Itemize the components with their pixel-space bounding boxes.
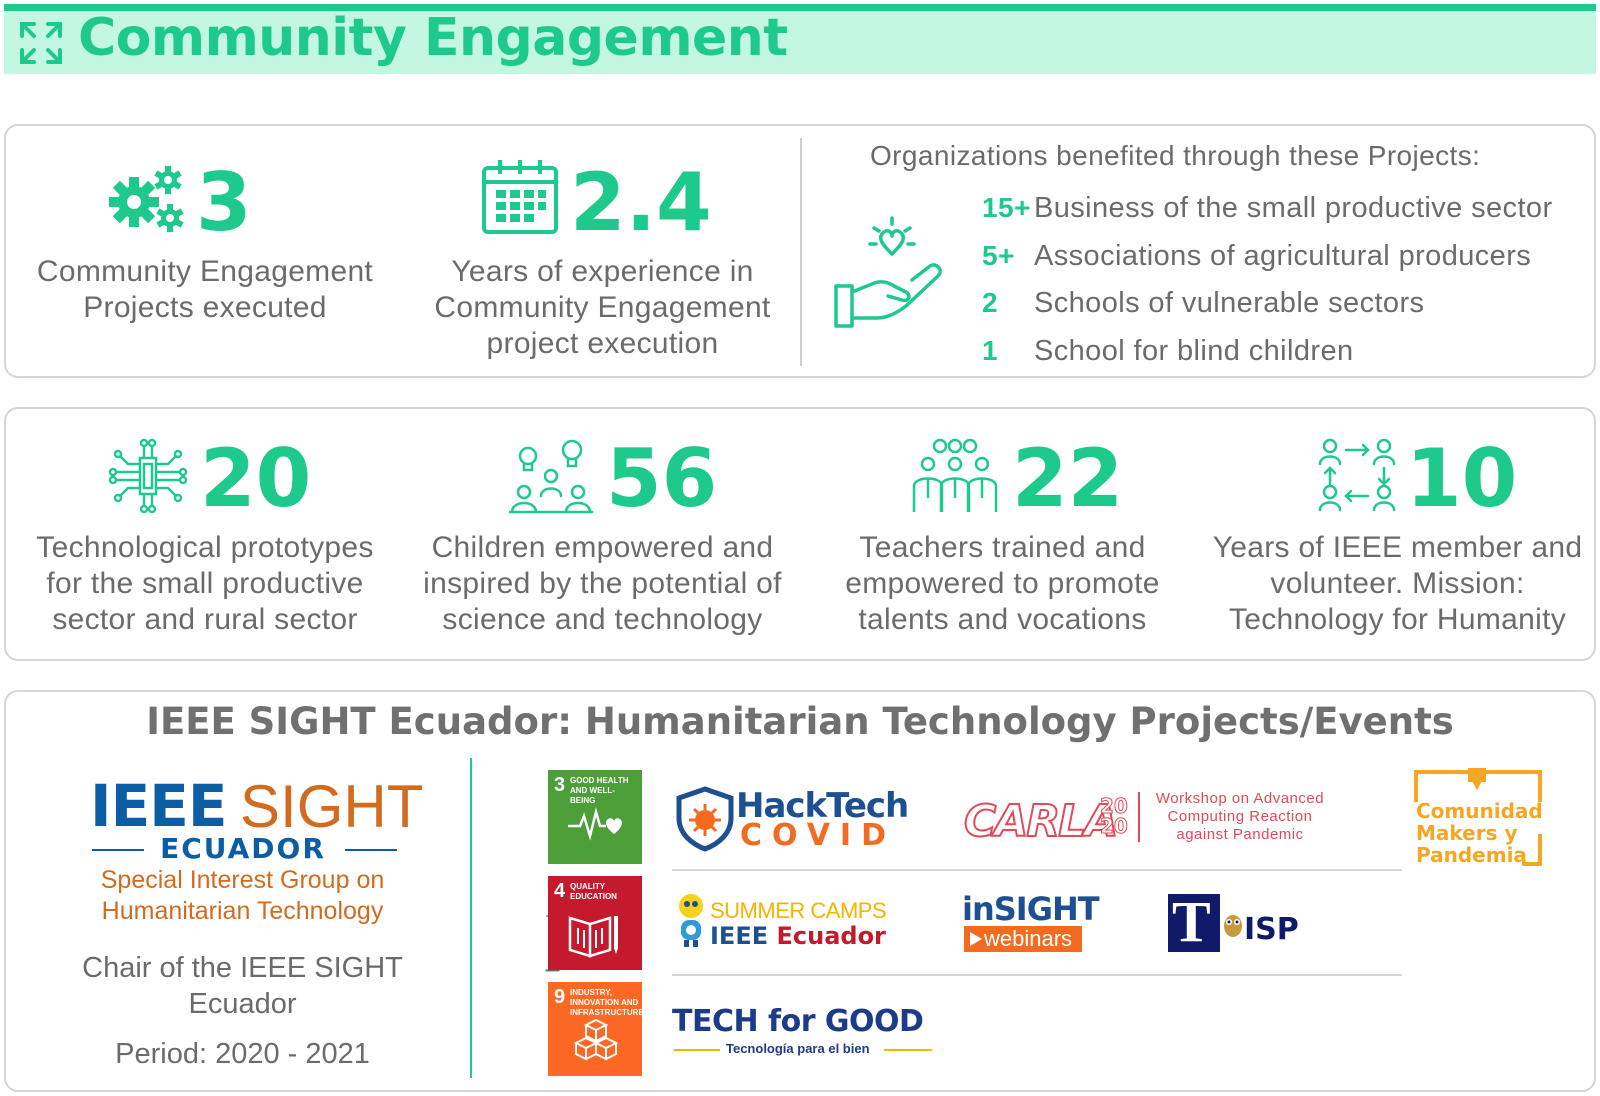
carla-logo-name: CARLA [963,795,1119,848]
carla-description: Workshop on Advanced Computing Reaction … [1155,790,1325,843]
teachers-count: 22 [1012,432,1124,525]
sight-logo-text: SIGHT [240,773,424,840]
impact-stats-panel [4,407,1596,661]
people-exchange-icon [1318,438,1396,512]
years-experience-caption: Years of experience in Community Engagem… [434,255,771,360]
tisp-logo-rest: ISP [1244,912,1299,947]
ecuador-logo-text: ECUADOR [160,832,326,865]
summer-camps-logo-line2: IEEE Ecuador [710,922,886,950]
prototypes-caption: Technological prototypes for the small p… [36,531,374,636]
insight-logo-line1: inSIGHT [962,890,1100,928]
insight-logo-line2: webinars [984,926,1073,951]
ieee-logo-text: IEEE [90,772,227,840]
org-item: 2 Schools of vulnerable sectors [982,287,1425,319]
carla-separator [1138,792,1140,842]
org-item: 15+ Business of the small productive sect… [982,192,1553,224]
gears-icon [109,166,184,232]
panel-divider [800,138,802,366]
expand-arrows-icon [20,22,62,64]
heartbeat-icon [568,807,622,841]
sdg-9-tile: 9 INDUSTRY, INNOVATION AND INFRASTRUCTUR… [548,982,644,1076]
teachers-group-icon [912,438,998,512]
robot-mascot-icon [679,894,703,947]
children-ideas-icon [508,439,594,514]
header-bar [4,4,1596,74]
bottom-divider [470,758,472,1078]
sight-subtitle: Special Interest Group on Humanitarian T… [100,866,385,925]
hacktech-logo-line1: HackTech [736,786,909,826]
years-experience-value: 2.4 [570,156,712,249]
projects-events-panel [4,690,1596,1092]
projects-caption: Community Engagement Projects executed [36,255,374,324]
chair-role: Chair of the IEEE SIGHT Ecuador [82,952,403,1020]
ieee-years-count: 10 [1406,432,1518,525]
summer-camps-logo-line1: SUMMER CAMPS [710,898,887,923]
prototypes-count: 20 [200,432,312,525]
page-title: Community Engagement [78,8,788,68]
logo-line-right [345,849,397,851]
org-item: 5+ Associations of agricultural producers [982,240,1532,272]
projects-events-title: IEEE SIGHT Ecuador: Humanitarian Technol… [146,700,1454,743]
organizations-title: Organizations benefited through these Pr… [870,140,1481,171]
makers-frame-icon [1414,768,1542,866]
makers-logo-text: Comunidad Makers y Pandemia [1416,799,1543,867]
hand-heart-icon [834,216,942,328]
logos-row-divider-2 [672,974,1402,976]
book-pencil-icon [568,916,618,958]
techgood-logo-line2: Tecnología para el bien [726,1041,870,1056]
children-caption: Children empowered and inspired by the p… [423,531,782,636]
children-count: 56 [606,432,718,525]
sdg-3-tile: 3 GOOD HEALTH AND WELL-BEING [548,770,642,864]
techgood-underline-left [674,1049,720,1051]
logo-line-left [92,849,144,851]
org-item: 1 School for blind children [982,335,1354,367]
owl-icon [1224,915,1242,937]
sdg-4-tile: 4 QUALITY EDUCATION [548,876,642,970]
ieee-years-caption: Years of IEEE member and volunteer. Miss… [1212,531,1583,636]
tisp-logo-t: T [1172,889,1211,954]
cubes-icon [573,1018,619,1061]
chair-period: Period: 2020 - 2021 [115,1038,370,1070]
insight-webinars-badge [964,926,1082,952]
chip-circuit-icon [108,438,188,514]
carla-logo-year: 2020 [1100,794,1129,838]
teachers-caption: Teachers trained and empowered to promot… [845,531,1160,636]
logos-row-divider [672,869,1402,871]
shield-virus-icon [676,786,734,852]
techgood-underline-right [884,1049,932,1051]
projects-count: 3 [196,156,252,249]
tisp-logo-box [1168,894,1220,952]
calendar-icon [482,160,558,234]
play-icon [970,932,982,946]
techgood-logo-line1: TECH for GOOD [672,1004,924,1039]
hacktech-logo-line2: COVID [740,818,896,853]
